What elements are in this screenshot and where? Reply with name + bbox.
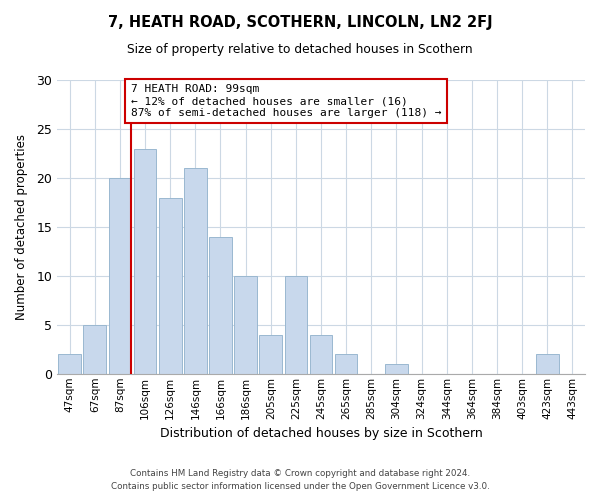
Text: 7, HEATH ROAD, SCOTHERN, LINCOLN, LN2 2FJ: 7, HEATH ROAD, SCOTHERN, LINCOLN, LN2 2F… bbox=[107, 15, 493, 30]
Bar bbox=[310, 334, 332, 374]
Bar bbox=[134, 148, 157, 374]
Bar bbox=[259, 334, 282, 374]
Bar bbox=[109, 178, 131, 374]
Text: Contains HM Land Registry data © Crown copyright and database right 2024.: Contains HM Land Registry data © Crown c… bbox=[130, 468, 470, 477]
Text: Size of property relative to detached houses in Scothern: Size of property relative to detached ho… bbox=[127, 42, 473, 56]
Bar bbox=[159, 198, 182, 374]
Y-axis label: Number of detached properties: Number of detached properties bbox=[15, 134, 28, 320]
Bar bbox=[58, 354, 81, 374]
Bar bbox=[335, 354, 358, 374]
Bar bbox=[536, 354, 559, 374]
X-axis label: Distribution of detached houses by size in Scothern: Distribution of detached houses by size … bbox=[160, 427, 482, 440]
Bar bbox=[284, 276, 307, 374]
Text: Contains public sector information licensed under the Open Government Licence v3: Contains public sector information licen… bbox=[110, 482, 490, 491]
Bar bbox=[184, 168, 206, 374]
Bar bbox=[83, 325, 106, 374]
Bar bbox=[209, 236, 232, 374]
Bar bbox=[385, 364, 408, 374]
Bar bbox=[235, 276, 257, 374]
Text: 7 HEATH ROAD: 99sqm
← 12% of detached houses are smaller (16)
87% of semi-detach: 7 HEATH ROAD: 99sqm ← 12% of detached ho… bbox=[131, 84, 442, 117]
